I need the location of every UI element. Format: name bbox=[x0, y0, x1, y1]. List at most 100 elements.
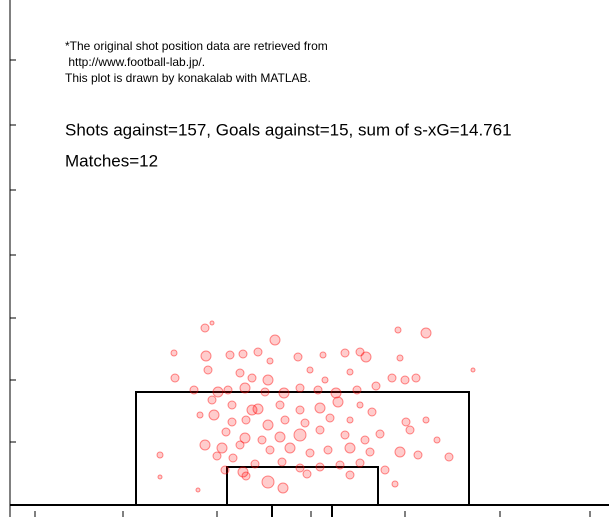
shot-point bbox=[195, 487, 201, 493]
shot-point bbox=[280, 415, 290, 425]
shot-point bbox=[203, 365, 213, 375]
shot-point bbox=[380, 465, 390, 475]
shot-point bbox=[470, 367, 476, 373]
shot-point bbox=[346, 368, 354, 376]
shot-point bbox=[306, 366, 314, 374]
shot-point bbox=[321, 376, 329, 384]
shot-point bbox=[225, 350, 235, 360]
goal bbox=[271, 504, 333, 517]
shot-point bbox=[335, 460, 345, 470]
shot-point bbox=[332, 396, 344, 408]
shot-point bbox=[277, 457, 287, 467]
shot-point bbox=[314, 402, 326, 414]
shot-point bbox=[295, 405, 305, 415]
shot-point bbox=[394, 326, 402, 334]
shot-point bbox=[284, 442, 296, 454]
shot-point bbox=[200, 323, 210, 333]
shot-point bbox=[247, 373, 257, 383]
shot-point bbox=[293, 352, 303, 362]
shot-point bbox=[295, 463, 305, 473]
shot-point bbox=[275, 400, 285, 410]
shot-point bbox=[250, 459, 260, 469]
shot-point bbox=[241, 415, 251, 425]
shot-point bbox=[220, 465, 230, 475]
shot-point bbox=[241, 471, 251, 481]
shot-point bbox=[156, 451, 164, 459]
shot-point bbox=[269, 334, 281, 346]
shot-point bbox=[305, 448, 315, 458]
penalty-area bbox=[135, 391, 470, 505]
shot-point bbox=[196, 411, 204, 419]
shot-point bbox=[356, 401, 364, 409]
shot-point bbox=[422, 416, 430, 424]
shot-point bbox=[355, 458, 365, 468]
shot-point bbox=[227, 400, 237, 410]
shot-point bbox=[400, 375, 410, 385]
shot-point bbox=[227, 417, 237, 427]
annotation: This plot is drawn by konakalab with MAT… bbox=[65, 71, 311, 85]
shot-point bbox=[344, 442, 356, 454]
shot-point bbox=[237, 466, 249, 478]
shot-point bbox=[228, 453, 238, 463]
shot-point bbox=[295, 383, 305, 393]
shot-point bbox=[391, 480, 399, 488]
shot-point bbox=[266, 357, 274, 365]
shot-point bbox=[323, 445, 333, 455]
shot-point bbox=[157, 474, 163, 480]
goal-area bbox=[226, 466, 379, 505]
shot-point bbox=[199, 439, 211, 451]
shot-point bbox=[293, 428, 307, 442]
shot-point bbox=[235, 440, 245, 450]
shot-point bbox=[330, 387, 342, 399]
shot-point bbox=[352, 385, 362, 395]
shot-point bbox=[252, 403, 264, 415]
shot-point bbox=[262, 419, 274, 431]
shot-point bbox=[212, 451, 222, 461]
shot-point bbox=[433, 436, 441, 444]
shot-point bbox=[257, 435, 267, 445]
shot-point bbox=[444, 452, 454, 462]
shot-point bbox=[375, 429, 385, 439]
shot-point bbox=[420, 327, 432, 339]
shot-point bbox=[340, 430, 350, 440]
shot-point bbox=[239, 382, 251, 394]
shot-point bbox=[208, 409, 220, 421]
shot-point bbox=[260, 387, 270, 397]
shot-point bbox=[411, 373, 421, 383]
shot-point bbox=[212, 386, 224, 398]
shot-point bbox=[221, 427, 231, 437]
shot-point bbox=[216, 442, 228, 454]
shot-point bbox=[387, 373, 397, 383]
shot-point bbox=[405, 425, 415, 435]
shot-point bbox=[238, 349, 248, 359]
annotation: *The original shot position data are ret… bbox=[65, 39, 328, 53]
shot-point bbox=[345, 470, 355, 480]
shot-point bbox=[200, 350, 212, 362]
shot-point bbox=[313, 385, 323, 395]
shot-point bbox=[246, 404, 258, 416]
pitch bbox=[10, 391, 609, 517]
shot-point bbox=[340, 348, 350, 358]
shot-point bbox=[346, 416, 354, 424]
shot-point bbox=[325, 413, 335, 423]
shot-point bbox=[360, 351, 372, 363]
shot-point bbox=[235, 368, 245, 378]
shot-point bbox=[239, 432, 251, 444]
shot-point bbox=[265, 445, 275, 455]
shot-point bbox=[300, 418, 310, 428]
shot-point bbox=[365, 447, 375, 457]
shot-point bbox=[207, 395, 217, 405]
shot-point bbox=[209, 320, 215, 326]
shot-point bbox=[315, 425, 325, 435]
shot-point bbox=[413, 450, 423, 460]
shot-point bbox=[315, 462, 325, 472]
shot-point bbox=[401, 417, 411, 427]
annotation: http://www.football-lab.jp/. bbox=[65, 55, 205, 69]
shot-point bbox=[278, 387, 290, 399]
shot-point bbox=[367, 407, 377, 417]
chart-title: Shots against=157, Goals against=15, sum… bbox=[65, 120, 512, 139]
shot-point bbox=[170, 349, 178, 357]
shot-point bbox=[262, 374, 274, 386]
